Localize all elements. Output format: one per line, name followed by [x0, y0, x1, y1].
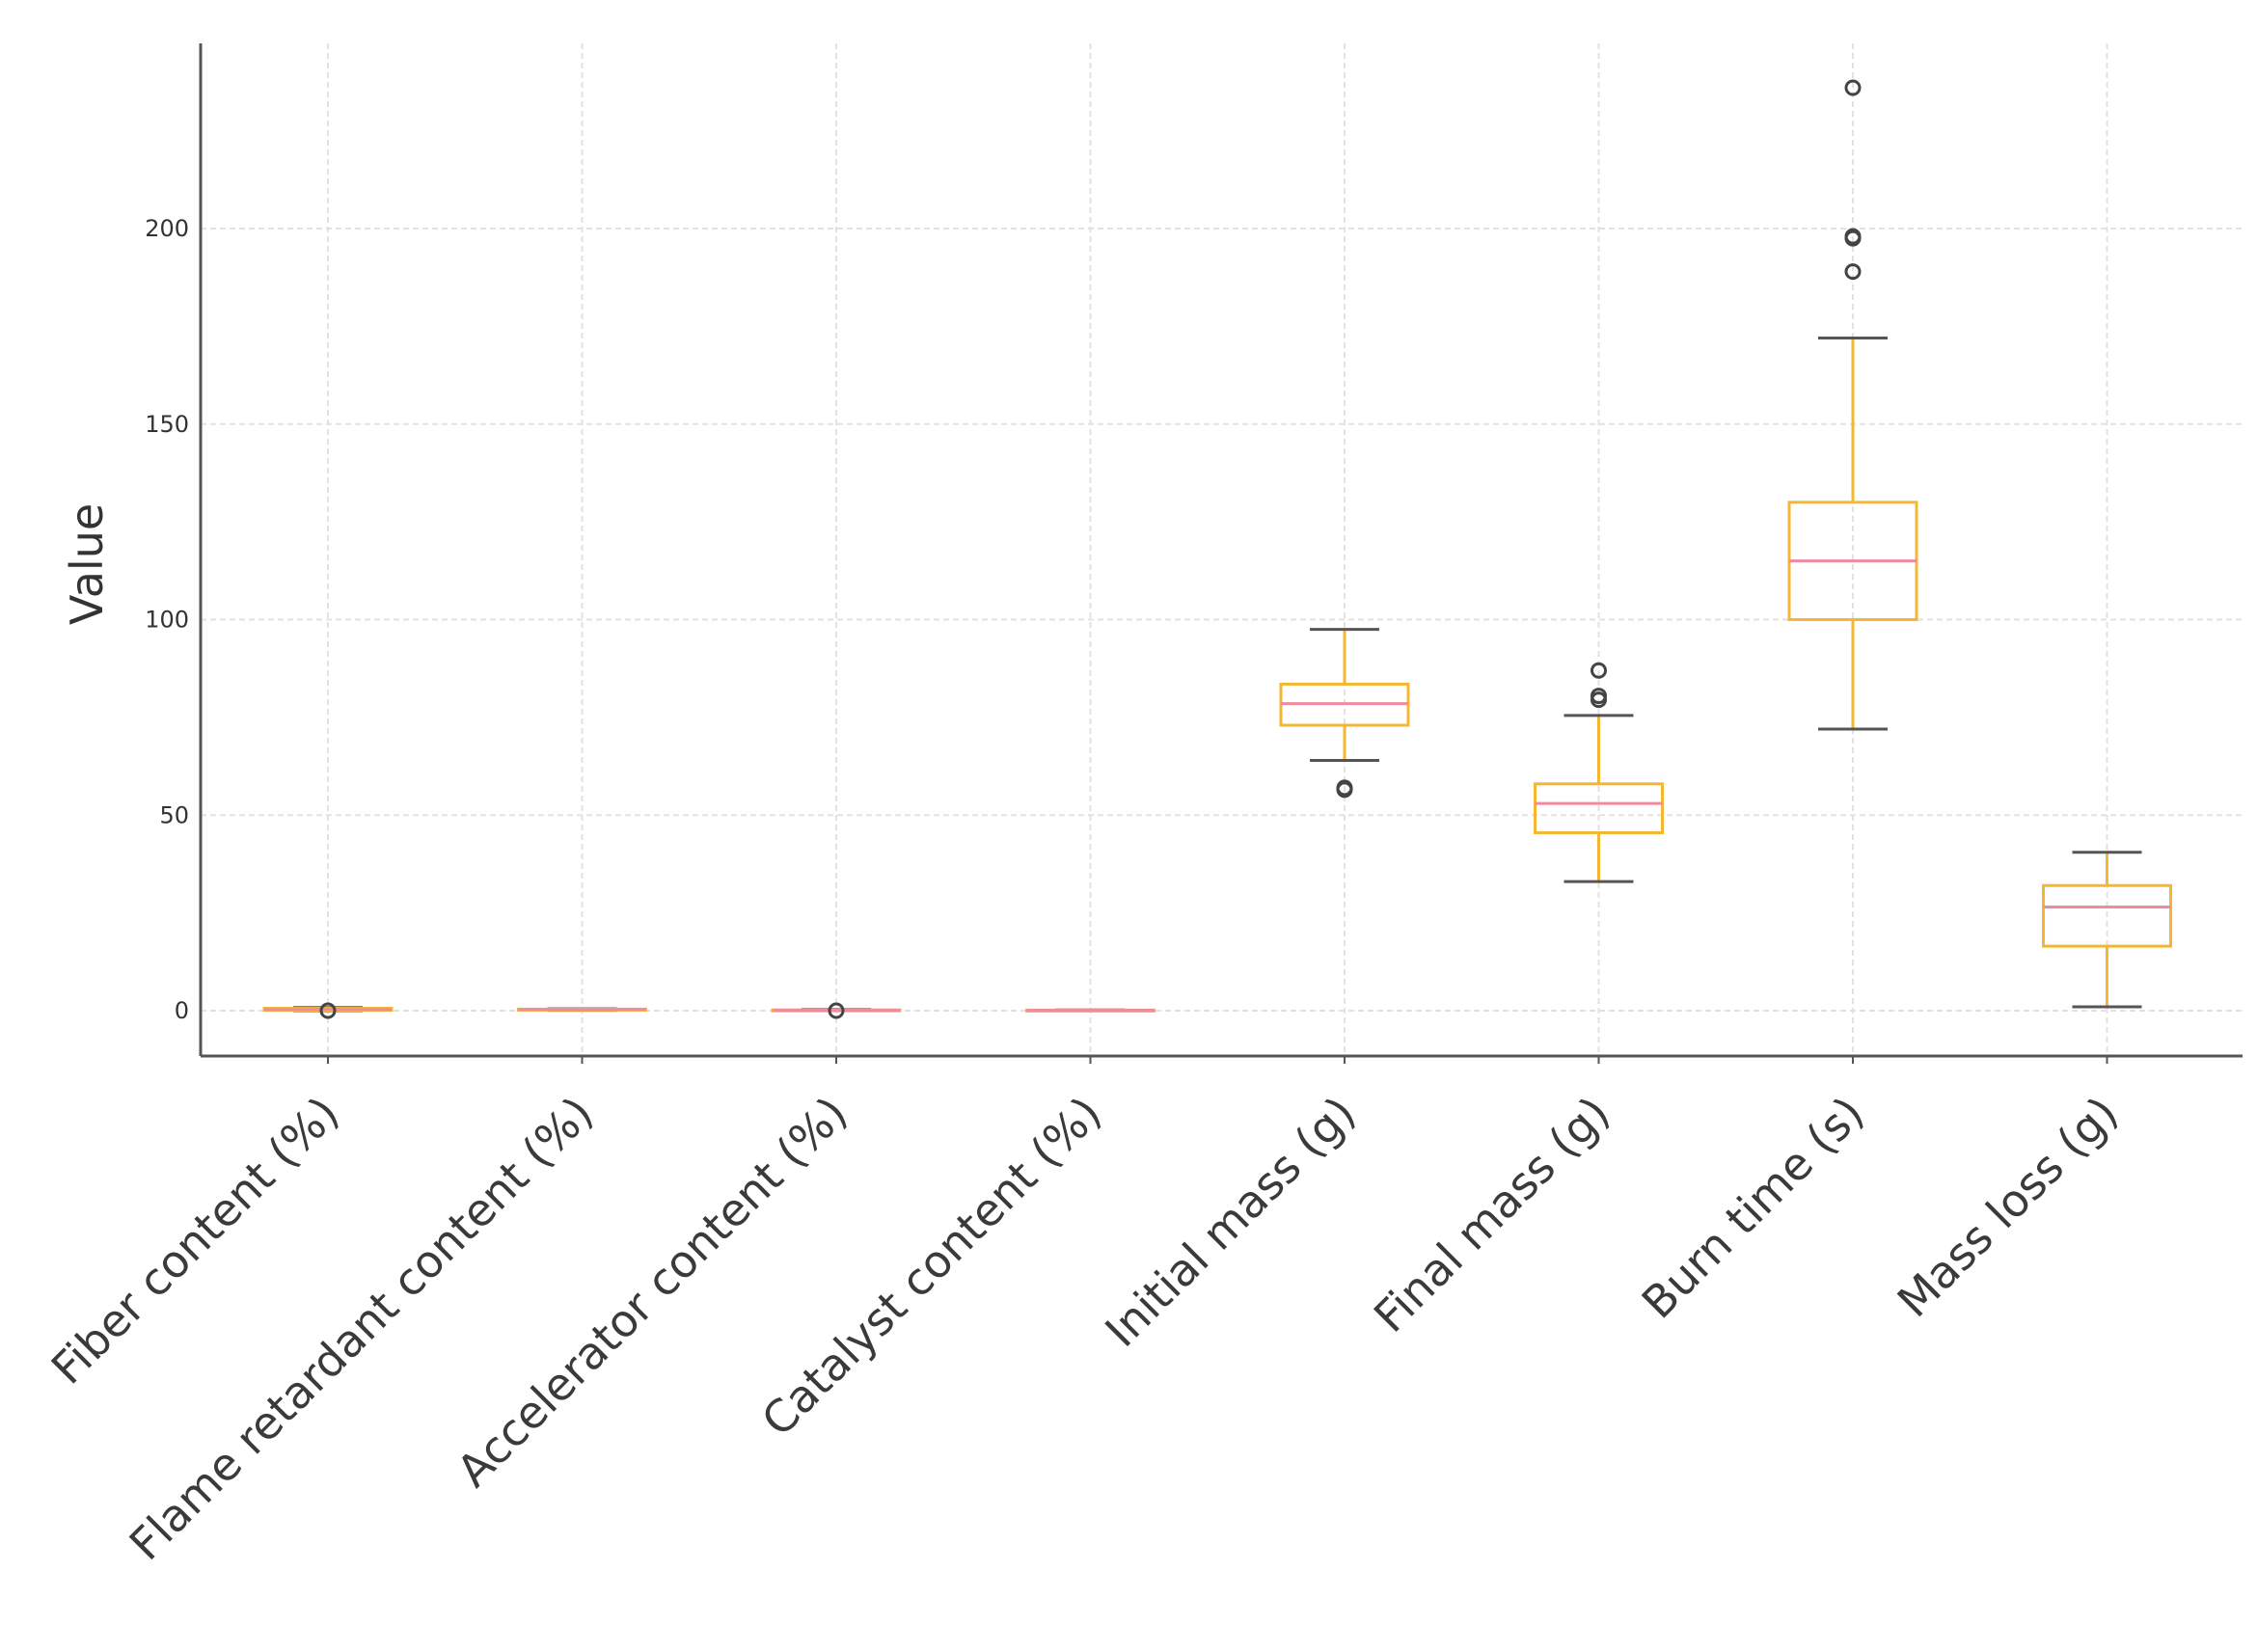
- box-group: [2042, 851, 2172, 1009]
- box-group: [1787, 79, 1918, 731]
- outlier-point: [828, 1002, 845, 1019]
- box-group: [517, 1007, 647, 1013]
- outlier-point: [1844, 228, 1862, 245]
- x-tick-label: Final mass (g): [1364, 1087, 1619, 1342]
- grid-lines: [201, 43, 2243, 1056]
- box-group: [1534, 662, 1664, 883]
- axes: [199, 43, 2243, 1058]
- box-group: [1279, 628, 1410, 799]
- iqr-box: [2042, 883, 2172, 948]
- box-group: [1025, 1008, 1156, 1013]
- iqr-box: [1534, 782, 1664, 834]
- y-tick-label: 50: [159, 801, 189, 828]
- x-tick-labels: Fiber content (%)Flame retardant content…: [41, 1056, 2129, 1571]
- y-axis-label: Value: [61, 503, 113, 625]
- box-group: [262, 1002, 394, 1019]
- outlier-point: [319, 1002, 337, 1019]
- outlier-point: [1591, 688, 1607, 705]
- y-tick-label: 200: [145, 215, 189, 242]
- outlier-point: [1844, 79, 1862, 96]
- box-series: [262, 79, 2172, 1019]
- outlier-point: [1844, 263, 1862, 281]
- x-tick-label: Initial mass (g): [1095, 1087, 1365, 1357]
- y-tick-label: 150: [145, 411, 189, 438]
- box-group: [771, 1002, 902, 1019]
- y-tick-label: 0: [175, 997, 189, 1024]
- outlier-point: [1591, 662, 1607, 679]
- y-tick-label: 100: [145, 607, 189, 634]
- y-tick-labels: 0 50 100 150 200: [145, 215, 189, 1024]
- x-tick-label: Flame retardant content (%): [120, 1087, 604, 1571]
- x-tick-label: Fiber content (%): [41, 1087, 349, 1395]
- x-tick-label: Burn time (s): [1632, 1087, 1874, 1329]
- outlier-point: [1336, 779, 1353, 797]
- x-tick-label: Mass loss (g): [1888, 1087, 2129, 1328]
